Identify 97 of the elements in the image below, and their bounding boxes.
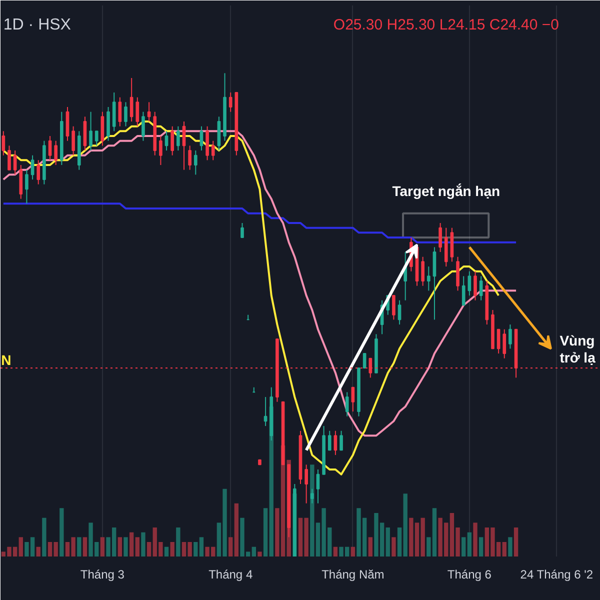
bar: [124, 537, 128, 556]
candlestick: [130, 78, 134, 122]
candlestick: [8, 145, 11, 170]
bar: [100, 537, 105, 556]
candlestick: [502, 328, 506, 359]
candlestick: [392, 295, 396, 320]
bar: [228, 537, 233, 556]
bar: [502, 542, 506, 556]
annotation: trở lạ: [560, 350, 596, 366]
bar: [176, 528, 180, 556]
candlestick: [176, 126, 180, 151]
bar: [18, 537, 23, 556]
bar: [82, 537, 88, 556]
bar: [199, 537, 204, 556]
bar: [129, 532, 134, 556]
bar: [146, 542, 152, 556]
candlestick: [211, 140, 215, 161]
candlestick: [54, 140, 58, 166]
bar: [258, 552, 262, 556]
candlestick: [328, 430, 332, 451]
bar: [164, 546, 169, 556]
candlestick: [188, 145, 192, 170]
candlestick: [438, 222, 442, 252]
annotation: N: [1, 352, 12, 368]
candlestick: [228, 92, 232, 112]
candlestick: [25, 169, 28, 204]
candlestick: [142, 111, 145, 142]
candlestick: [94, 130, 98, 146]
candlestick: [508, 324, 512, 350]
candlestick: [89, 111, 92, 151]
annotation: Vùng: [560, 332, 595, 349]
candlestick: [30, 154, 34, 180]
bar: [467, 532, 472, 556]
candlestick: [164, 130, 168, 151]
candlestick: [351, 386, 355, 412]
candlestick: [462, 276, 466, 306]
bar: [508, 537, 512, 556]
candlestick: [2, 130, 6, 156]
candlestick: [124, 102, 128, 127]
candlestick: [48, 136, 52, 161]
bar: [350, 546, 356, 556]
candlestick: [474, 270, 477, 301]
candlestick: [36, 160, 40, 185]
candlestick: [421, 256, 424, 286]
bar: [333, 546, 338, 556]
candlestick: [345, 392, 349, 417]
candlestick: [194, 150, 198, 176]
candlestick: [398, 300, 402, 325]
chart-title: 1D · HSX: [3, 16, 72, 34]
candlestick: [159, 136, 162, 166]
candlestick: [340, 430, 343, 451]
candlestick: [496, 328, 500, 354]
x-tick-label: Tháng 3: [80, 568, 125, 582]
text: O25.30 H25.30 L24.15 C24.40 −0: [333, 16, 560, 34]
candlestick: [362, 353, 366, 368]
x-tick-label: Tháng 6: [447, 568, 492, 582]
candlestick: [479, 276, 483, 301]
candlestick: [118, 96, 122, 127]
bar: [514, 528, 518, 556]
bar: [478, 537, 484, 556]
candlestick: [170, 126, 174, 156]
bar: [118, 537, 122, 556]
x-tick-label: Tháng Năm: [322, 568, 384, 582]
candlestick: [304, 464, 308, 504]
bar: [462, 537, 466, 556]
candlestick: [468, 270, 472, 296]
candlestick: [13, 150, 17, 176]
candlestick: [310, 488, 314, 504]
bar: [386, 528, 390, 556]
candlestick: [182, 121, 186, 170]
bar: [42, 518, 46, 556]
bar: [368, 537, 372, 556]
bar: [135, 537, 140, 556]
bar: [397, 528, 402, 556]
x-tick-label: Tháng 4: [208, 568, 253, 582]
bar: [263, 508, 268, 556]
bar: [252, 546, 256, 556]
candlestick: [72, 126, 75, 156]
candlestick: [136, 96, 140, 127]
bar: [36, 546, 40, 556]
candlestick: [334, 430, 338, 456]
bar: [77, 537, 82, 556]
candlestick: [426, 266, 430, 292]
bar: [194, 542, 198, 556]
bar: [392, 537, 396, 556]
bar: [310, 464, 314, 556]
candlestick: [316, 469, 320, 504]
x-tick-label: 24 Tháng 6 '2: [520, 568, 594, 582]
bar: [234, 503, 239, 556]
candlestick: [200, 126, 204, 151]
bar: [403, 494, 408, 556]
bar: [60, 508, 64, 556]
bar: [473, 522, 478, 556]
bar: [141, 532, 146, 556]
candlestick: [240, 222, 244, 238]
annotation: Target ngắn hạn: [392, 182, 500, 199]
bar: [170, 542, 174, 556]
